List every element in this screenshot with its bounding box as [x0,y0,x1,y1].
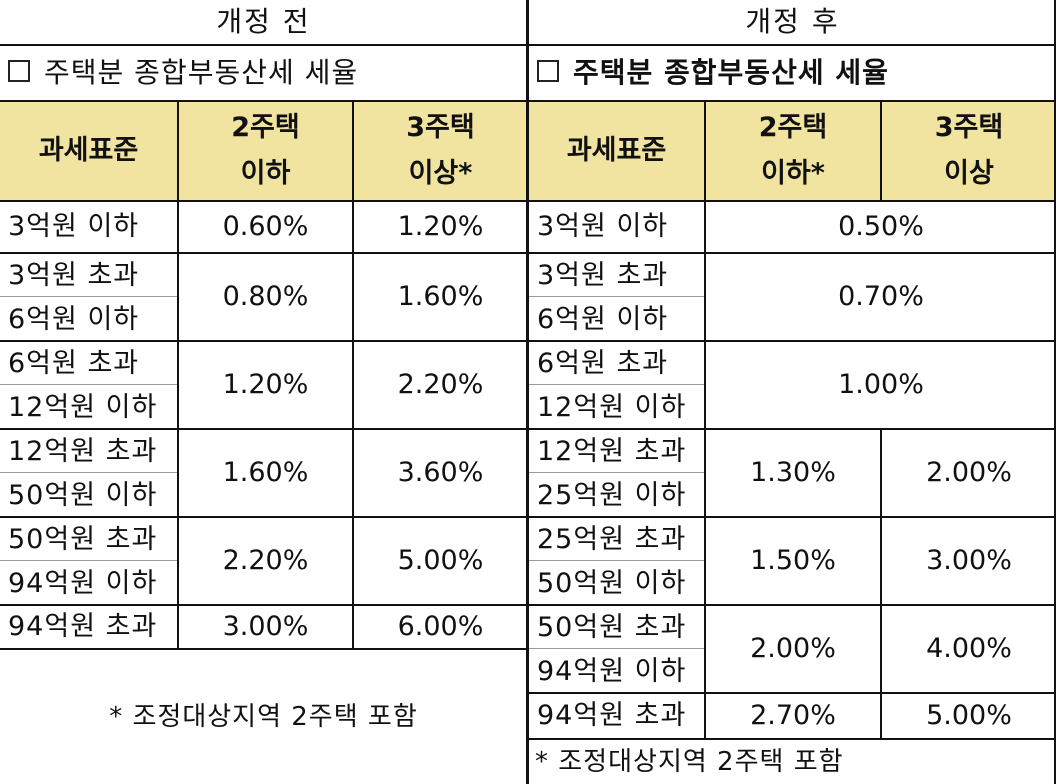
after-title: 개정 후 [745,5,840,38]
divider [0,428,527,430]
before-row-label: 50억원 초과 94억원 이하 [8,524,158,599]
after-subtitle-row: 주택분 종합부동산세 세율 [529,46,1056,100]
before-rate-two: 2.20% [222,545,309,576]
after-header-two-house: 2주택 이하* [706,102,880,200]
before-rate-three: 6.00% [397,611,484,642]
before-footnote: * 조정대상지역 2주택 포함 [109,702,418,732]
before-rate-two: 3.00% [222,611,309,642]
after-rate-three: 5.00% [926,700,1012,731]
before-rate-two: 1.20% [222,369,309,400]
after-rate-two: 2.00% [750,633,836,664]
after-row-label: 12억원 초과 25억원 이하 [537,436,687,511]
after-footnote: * 조정대상지역 2주택 포함 [535,747,844,777]
divider [0,100,527,102]
divider [0,200,527,202]
before-row-label: 3억원 초과 6억원 이하 [8,260,140,335]
before-rate-three: 1.20% [397,211,484,242]
divider [880,428,882,740]
before-subtitle: 주택분 종합부동산세 세율 [44,56,359,89]
divider [0,384,177,385]
after-header-base: 과세표준 [529,102,704,200]
before-row-label: 94억원 초과 [8,611,158,642]
after-row-label: 3억원 이하 [537,211,669,242]
divider [0,516,527,518]
before-rate-two: 0.60% [222,211,309,242]
before-rate-two: 1.60% [222,457,309,488]
divider [529,692,1056,694]
before-rate-three: 2.20% [397,369,484,400]
divider [529,44,1056,46]
divider [880,100,882,202]
before-row-label: 3억원 이하 [8,211,140,242]
divider [529,252,1056,254]
after-row-label: 50억원 초과 94억원 이하 [537,612,687,687]
after-row-label: 6억원 초과 12억원 이하 [537,348,687,423]
before-header-three-house: 3주택 이상* [354,102,527,200]
before-header-two-house: 2주택 이하 [179,102,352,200]
divider [1054,0,1056,784]
after-rate-three: 2.00% [926,457,1012,488]
center-divider [526,0,529,784]
divider [352,100,354,650]
divider [0,340,527,342]
divider [704,100,706,740]
after-rate-three: 3.00% [926,545,1012,576]
after-row-label: 25억원 초과 50억원 이하 [537,524,687,599]
after-row-label: 3억원 초과 6억원 이하 [537,260,669,335]
before-row-label: 6억원 초과 12억원 이하 [8,348,158,423]
divider [529,340,1056,342]
divider [529,296,704,297]
after-row-label: 94억원 초과 [537,700,687,731]
divider [529,604,1056,606]
divider [0,44,527,46]
before-subtitle-row: 주택분 종합부동산세 세율 [0,46,527,100]
after-rate-three: 4.00% [926,633,1012,664]
after-rate-two: 1.30% [750,457,836,488]
divider [0,252,527,254]
after-rate-merged: 0.50% [838,211,924,242]
divider [529,516,1056,518]
before-title: 개정 전 [216,5,311,38]
before-header-base: 과세표준 [0,102,177,200]
divider [0,604,527,606]
divider [529,200,1056,202]
before-row-label: 12억원 초과 50억원 이하 [8,436,158,511]
after-rate-merged: 0.70% [838,281,924,312]
before-rate-three: 1.60% [397,281,484,312]
divider [0,560,177,561]
after-rate-merged: 1.00% [838,369,924,400]
after-header-three-house: 3주택 이상 [882,102,1056,200]
divider [529,384,704,385]
divider [529,472,704,473]
divider [0,296,177,297]
before-rate-two: 0.80% [222,281,309,312]
after-subtitle: 주택분 종합부동산세 세율 [573,56,889,89]
after-rate-two: 1.50% [750,545,836,576]
divider [529,560,704,561]
divider [177,100,179,650]
divider [0,472,177,473]
divider [529,428,1056,430]
before-rate-three: 3.60% [397,457,484,488]
divider [529,738,1056,740]
divider [529,100,1056,102]
checkbox-square-icon [537,60,559,82]
after-panel: 개정 후 주택분 종합부동산세 세율 과세표준 2주택 이하* 3주택 이상 3… [529,0,1056,784]
checkbox-square-icon [8,60,30,82]
before-rate-three: 5.00% [397,545,484,576]
divider [529,648,704,649]
after-rate-two: 2.70% [750,700,836,731]
divider [0,648,527,650]
before-panel: 개정 전 주택분 종합부동산세 세율 과세표준 2주택 이하 3주택 이상* 3… [0,0,527,784]
